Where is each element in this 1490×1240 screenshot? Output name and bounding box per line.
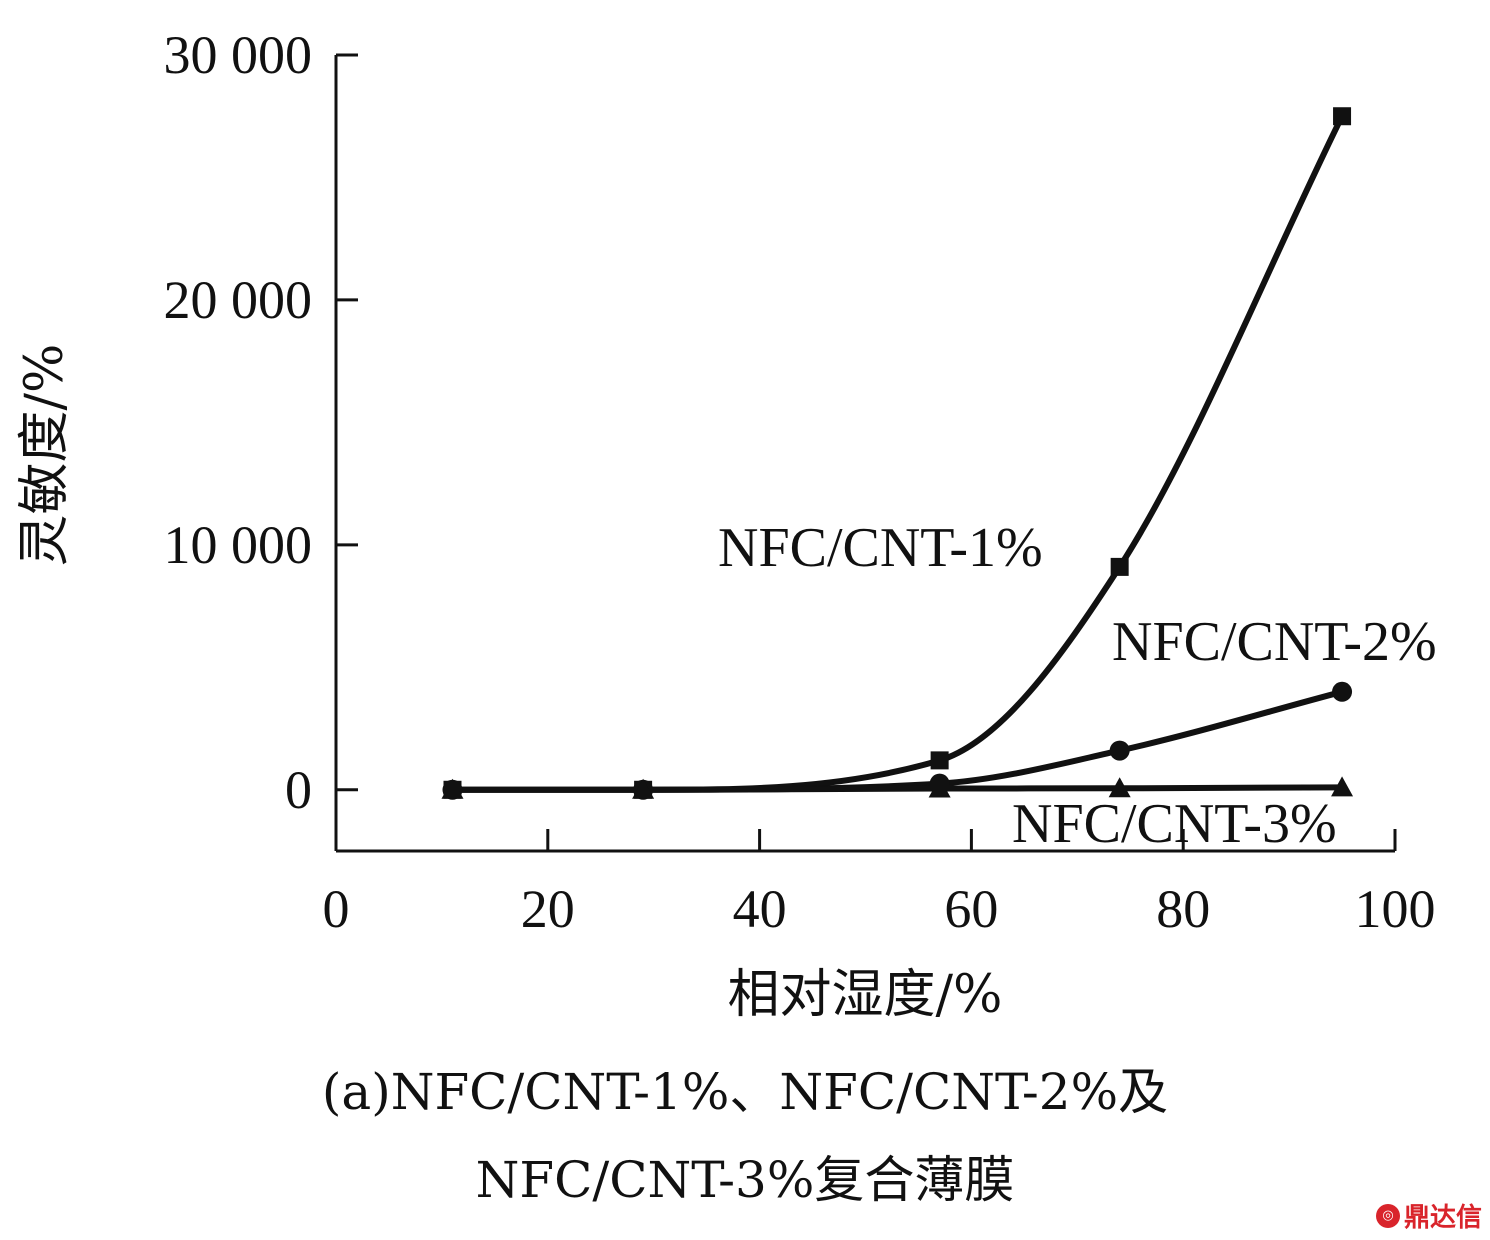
y-ticks: 0 10 000 20 000 30 000	[164, 25, 358, 820]
x-tick-label: 20	[521, 879, 575, 939]
data-point-triangle	[928, 777, 951, 798]
data-point-square	[930, 751, 949, 770]
series-label: NFC/CNT-3%	[1012, 793, 1337, 855]
series-label: NFC/CNT-1%	[718, 517, 1043, 579]
x-tick-label: 0	[323, 879, 350, 939]
series-label: NFC/CNT-2%	[1112, 611, 1437, 673]
y-tick-label: 0	[285, 760, 312, 820]
sensitivity-humidity-chart: 0 10 000 20 000 30 000 0 20 40 60 80 100 NFC/CNT…	[15, 25, 1437, 1025]
series-line	[449, 688, 1346, 793]
x-tick-label: 100	[1355, 879, 1436, 939]
y-tick-label: 10 000	[164, 515, 313, 575]
data-point-triangle	[1331, 776, 1354, 797]
data-point-square	[1333, 107, 1352, 126]
watermark-text: 鼎达信	[1403, 1203, 1482, 1233]
data-point-square	[1110, 557, 1129, 576]
figure-caption-line-2: NFC/CNT-3%复合薄膜	[475, 1151, 1015, 1209]
y-axis-title: 灵敏度/%	[15, 344, 75, 567]
x-tick-label: 60	[944, 879, 998, 939]
data-point-triangle	[441, 778, 464, 799]
series-line	[449, 784, 1346, 793]
figure-caption-line-1: (a)NFC/CNT-1%、NFC/CNT-2%及	[321, 1063, 1169, 1121]
data-point-circle	[1332, 681, 1353, 702]
x-axis-title: 相对湿度/%	[728, 965, 1003, 1025]
data-point-triangle	[632, 778, 655, 799]
y-tick-label: 30 000	[164, 25, 313, 85]
x-tick-label: 40	[733, 879, 787, 939]
series-lines	[449, 113, 1346, 793]
data-point-triangle	[1108, 777, 1131, 798]
watermark: ◎ 鼎达信	[1375, 1197, 1482, 1234]
axes	[334, 55, 1395, 853]
data-point-circle	[1109, 740, 1130, 761]
x-tick-label: 80	[1156, 879, 1210, 939]
series-line	[449, 113, 1346, 793]
watermark-logo-icon: ◎	[1375, 1203, 1400, 1228]
series-labels: NFC/CNT-1% NFC/CNT-2% NFC/CNT-3%	[718, 517, 1437, 855]
y-tick-label: 20 000	[164, 270, 313, 330]
series-markers	[441, 107, 1354, 800]
x-ticks: 0 20 40 60 80 100	[323, 829, 1436, 939]
